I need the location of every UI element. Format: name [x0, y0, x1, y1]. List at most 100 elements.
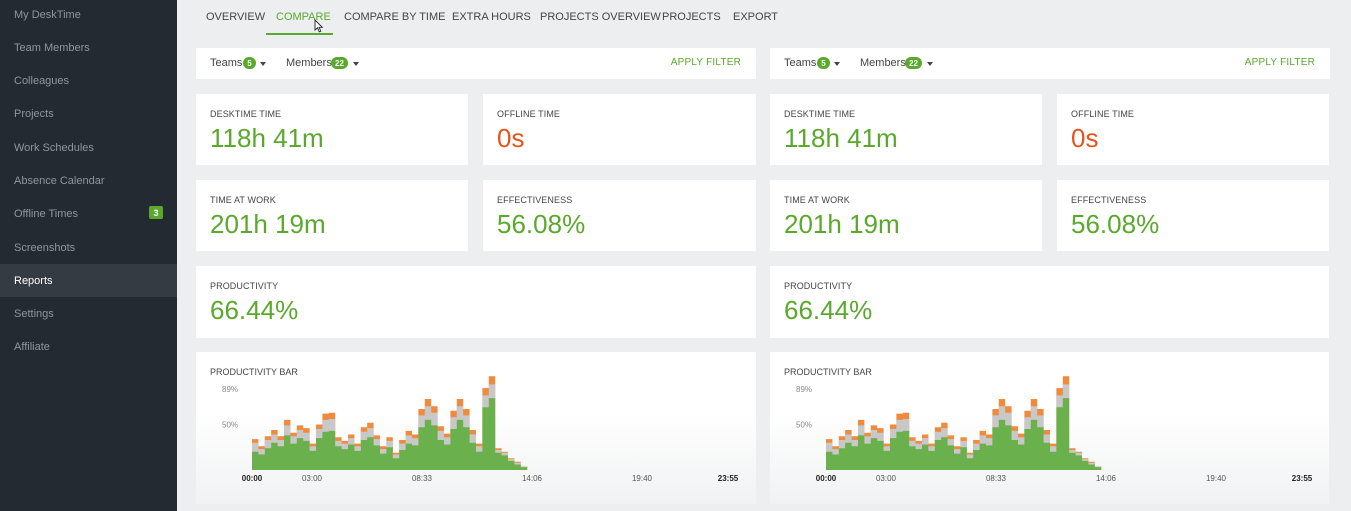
productivity-bar-card: PRODUCTIVITY BAR 89% 50% 00:00 03:00 08:33 14…	[196, 352, 756, 504]
x-tick-label: 14:06	[1096, 474, 1117, 483]
sidebar-item-label: Screenshots	[14, 241, 76, 254]
card-label: DESKTIME TIME	[210, 109, 282, 119]
x-tick-label: 23:55	[718, 474, 739, 483]
sidebar-item-offline-times[interactable]: Offline Times 3	[0, 197, 177, 230]
x-tick-label: 23:55	[1292, 474, 1313, 483]
card-value: 118h 41m	[784, 123, 898, 153]
y-tick-label: 50%	[222, 420, 238, 429]
card-label: TIME AT WORK	[784, 195, 850, 205]
card-value: 201h 19m	[784, 209, 900, 239]
card-value: 66.44%	[210, 295, 299, 325]
members-count-badge: 22	[905, 57, 922, 69]
sidebar-item-my-desktime[interactable]: My DeskTime	[0, 0, 177, 31]
x-tick-label: 14:06	[522, 474, 543, 483]
effectiveness-card: EFFECTIVENESS 56.08%	[1057, 180, 1329, 251]
series-area-bar_green	[826, 398, 1185, 470]
offline-times-count-badge: 3	[149, 206, 163, 219]
card-label: PRODUCTIVITY	[784, 281, 853, 291]
x-tick-label: 03:00	[302, 474, 323, 483]
card-value: 0s	[497, 123, 525, 153]
time-at-work-card: TIME AT WORK 201h 19m	[770, 180, 1042, 251]
offline-time-card: OFFLINE TIME 0s	[1057, 94, 1329, 165]
teams-filter[interactable]: Teams	[784, 57, 817, 69]
card-value: 118h 41m	[210, 123, 324, 153]
sidebar-item-screenshots[interactable]: Screenshots	[0, 231, 177, 264]
chevron-down-icon[interactable]	[353, 62, 359, 66]
y-tick-label: 89%	[796, 385, 812, 394]
sidebar-item-settings[interactable]: Settings	[0, 297, 177, 330]
sidebar-item-label: Work Schedules	[14, 141, 94, 154]
card-value: 56.08%	[1071, 209, 1160, 239]
productivity-card: PRODUCTIVITY 66.44%	[196, 266, 756, 338]
tab-extra-hours[interactable]: EXTRA HOURS	[452, 11, 531, 23]
sidebar-item-label: Settings	[14, 307, 54, 320]
sidebar-item-label: Affiliate	[14, 340, 50, 353]
card-value: 56.08%	[497, 209, 586, 239]
effectiveness-card: EFFECTIVENESS 56.08%	[483, 180, 756, 251]
x-tick-label: 00:00	[242, 474, 263, 483]
chevron-down-icon[interactable]	[260, 62, 266, 66]
card-label: EFFECTIVENESS	[1071, 195, 1147, 205]
tab-compare[interactable]: COMPARE	[266, 11, 333, 35]
time-at-work-card: TIME AT WORK 201h 19m	[196, 180, 468, 251]
card-label: PRODUCTIVITY BAR	[784, 367, 872, 377]
card-label: OFFLINE TIME	[1071, 109, 1135, 119]
card-label: PRODUCTIVITY BAR	[210, 367, 298, 377]
x-tick-label: 08:33	[986, 474, 1007, 483]
sidebar-item-label: Offline Times	[14, 207, 78, 220]
desktime-time-card: DESKTIME TIME 118h 41m	[770, 94, 1042, 165]
card-label: OFFLINE TIME	[497, 109, 561, 119]
tab-export[interactable]: EXPORT	[733, 11, 779, 23]
tab-projects-overview[interactable]: PROJECTS OVERVIEW	[540, 11, 661, 23]
sidebar-item-colleagues[interactable]: Colleagues	[0, 64, 177, 97]
x-tick-label: 19:40	[632, 474, 653, 483]
chevron-down-icon[interactable]	[927, 62, 933, 66]
sidebar-item-label: Colleagues	[14, 74, 70, 87]
sidebar-item-affiliate[interactable]: Affiliate	[0, 330, 177, 363]
teams-count-badge: 5	[243, 57, 256, 69]
card-label: TIME AT WORK	[210, 195, 276, 205]
productivity-bar-chart: 89% 50% 00:00 03:00 08:33 14:06 19:40 23:55	[222, 376, 739, 483]
sidebar-item-absence-calendar[interactable]: Absence Calendar	[0, 164, 177, 197]
card-value: 201h 19m	[210, 209, 326, 239]
sidebar-item-label: My DeskTime	[14, 8, 81, 21]
members-filter[interactable]: Members	[860, 57, 906, 69]
sidebar-item-label: Team Members	[14, 41, 90, 54]
chevron-down-icon[interactable]	[834, 62, 840, 66]
card-value: 0s	[1071, 123, 1099, 153]
mouse-cursor-icon	[314, 19, 324, 33]
productivity-bar-chart: 89% 50% 00:00 03:00 08:33 14:06 19:40 23:55	[796, 376, 1313, 483]
sidebar-item-projects[interactable]: Projects	[0, 97, 177, 130]
filter-bar-left: Teams 5 Members 22 APPLY FILTER	[196, 48, 756, 79]
apply-filter-button[interactable]: APPLY FILTER	[1244, 57, 1315, 68]
x-tick-label: 03:00	[876, 474, 897, 483]
productivity-card: PRODUCTIVITY 66.44%	[770, 266, 1329, 338]
teams-filter[interactable]: Teams	[210, 57, 243, 69]
x-tick-label: 19:40	[1206, 474, 1227, 483]
members-count-badge: 22	[331, 57, 348, 69]
desktime-time-card: DESKTIME TIME 118h 41m	[196, 94, 468, 165]
y-tick-label: 50%	[796, 420, 812, 429]
tab-overview[interactable]: OVERVIEW	[206, 11, 266, 23]
apply-filter-button[interactable]: APPLY FILTER	[670, 57, 741, 68]
card-label: EFFECTIVENESS	[497, 195, 573, 205]
sidebar-item-label: Projects	[14, 107, 54, 120]
productivity-bar-card: PRODUCTIVITY BAR 89% 50% 00:00 03:00 08:33 14…	[770, 352, 1329, 504]
filter-bar-right: Teams 5 Members 22 APPLY FILTER	[770, 48, 1330, 79]
sidebar: My DeskTime Team Members Colleagues Proj…	[0, 0, 177, 511]
sidebar-item-work-schedules[interactable]: Work Schedules	[0, 131, 177, 164]
tab-compare-by-time[interactable]: COMPARE BY TIME	[344, 11, 446, 23]
members-filter[interactable]: Members	[286, 57, 332, 69]
card-label: DESKTIME TIME	[784, 109, 856, 119]
offline-time-card: OFFLINE TIME 0s	[483, 94, 756, 165]
x-tick-label: 08:33	[412, 474, 433, 483]
sidebar-item-label: Reports	[14, 274, 53, 287]
tab-projects[interactable]: PROJECTS	[662, 11, 721, 23]
sidebar-item-team-members[interactable]: Team Members	[0, 31, 177, 64]
series-area-bar_green	[252, 398, 611, 470]
report-tabs: OVERVIEW COMPARE COMPARE BY TIME EXTRA H…	[177, 0, 1351, 36]
teams-count-badge: 5	[817, 57, 830, 69]
card-label: PRODUCTIVITY	[210, 281, 279, 291]
sidebar-item-reports[interactable]: Reports	[0, 264, 177, 297]
card-value: 66.44%	[784, 295, 873, 325]
